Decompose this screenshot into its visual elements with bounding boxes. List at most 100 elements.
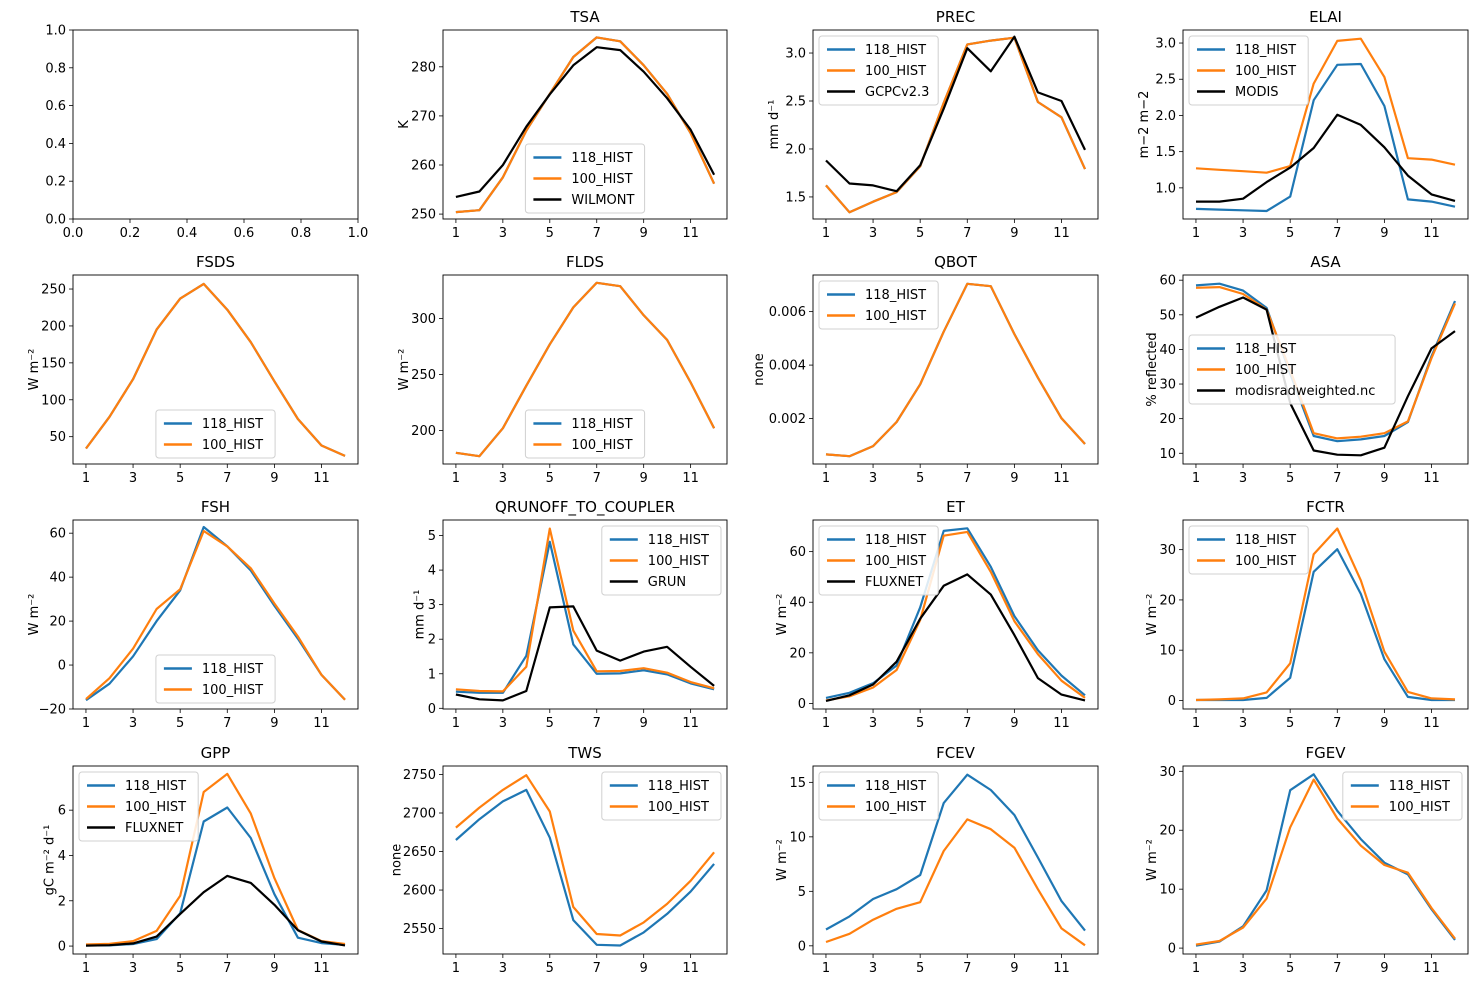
x-tick-label: 7 — [963, 471, 971, 486]
legend: 118_HIST 100_HIST FLUXNET — [78, 771, 199, 842]
legend-box — [601, 771, 722, 821]
legend-entry: 118_HIST — [125, 779, 186, 794]
axes-frame — [1182, 519, 1469, 710]
x-tick-label: 9 — [270, 961, 278, 976]
x-tick-label: 11 — [1053, 226, 1070, 241]
y-tick-label: 250 — [411, 368, 436, 383]
x-tick-label: 5 — [916, 226, 924, 241]
legend-entry: 118_HIST — [865, 533, 926, 548]
y-tick-label: 40 — [789, 596, 806, 611]
x-tick-label: 11 — [1423, 961, 1440, 976]
subplot-tws: TWS 1 3 5 7 9 11 2550 2600 2650 2700 2750 none 118_HI… — [390, 744, 728, 976]
legend: 118_HIST 100_HIST — [155, 654, 276, 704]
x-tick-label: 0.0 — [63, 226, 84, 241]
y-tick-label: −20 — [39, 703, 66, 718]
legend-entry: 100_HIST — [865, 309, 926, 324]
legend-entry: 100_HIST — [1235, 64, 1296, 79]
x-tick-label: 3 — [869, 471, 877, 486]
legend-entry: 100_HIST — [865, 64, 926, 79]
series-line-100-hist — [1195, 286, 1457, 440]
legend-entry: 100_HIST — [648, 554, 709, 569]
x-tick-label: 5 — [1286, 226, 1294, 241]
legend: 118_HIST 100_HIST — [1188, 525, 1309, 575]
axes-frame — [442, 274, 728, 465]
y-tick-label: 2 — [428, 633, 436, 648]
subplot-empty: 0.0 0.2 0.4 0.6 0.8 1.0 0.0 0.2 0.4 0.6 0.8 1.0 — [45, 24, 368, 242]
series-line-fluxnet — [825, 573, 1086, 702]
series-line-100-hist — [1195, 778, 1456, 946]
y-tick-label: 1.5 — [1155, 145, 1176, 160]
series-line-118-hist — [1195, 62, 1456, 213]
y-tick-label: 2.0 — [1155, 109, 1176, 124]
x-tick-label: 11 — [1053, 716, 1070, 731]
x-tick-label: 3 — [499, 226, 507, 241]
y-tick-label: 20 — [1159, 593, 1176, 608]
x-tick-label: 5 — [916, 471, 924, 486]
y-tick-label: 60 — [1159, 274, 1176, 289]
subplot-title: FCEV — [936, 744, 976, 762]
x-tick-label: 1 — [1192, 961, 1200, 976]
y-tick-label: 10 — [1159, 447, 1176, 462]
subplot-gpp: GPP 1 3 5 7 9 11 0 2 4 6gC m⁻² d⁻¹ 118_HIST 100_HIST… — [42, 744, 359, 976]
legend-box — [155, 409, 276, 459]
y-axis-label: m−2 m−2 — [1137, 91, 1152, 159]
x-tick-label: 11 — [1053, 961, 1070, 976]
series-line-118-hist — [455, 788, 715, 947]
y-tick-label: 1.0 — [45, 24, 66, 39]
y-tick-label: 1.0 — [1155, 181, 1176, 196]
x-tick-label: 1 — [82, 716, 90, 731]
y-tick-label: 20 — [1159, 412, 1176, 427]
legend-entry: 100_HIST — [202, 438, 263, 453]
x-tick-label: 11 — [682, 716, 699, 731]
y-tick-label: 270 — [411, 109, 436, 124]
x-tick-label: 7 — [963, 961, 971, 976]
x-tick-label: 5 — [546, 716, 554, 731]
y-tick-label: 50 — [1159, 308, 1176, 323]
y-tick-label: 6 — [58, 804, 66, 819]
y-tick-label: 10 — [789, 830, 806, 845]
legend-entry: 100_HIST — [648, 800, 709, 815]
axes-frame — [72, 519, 359, 710]
x-tick-label: 5 — [546, 471, 554, 486]
y-tick-label: 0.2 — [45, 175, 66, 190]
y-tick-label: 200 — [41, 319, 66, 334]
axes-frame — [72, 274, 359, 465]
subplot-title: ASA — [1310, 253, 1341, 271]
axes-frame — [812, 519, 1099, 710]
subplot-qbot: QBOT 1 3 5 7 9 11 0.002 0.004 0.006 none 118_HIST 10… — [752, 253, 1099, 486]
axes-frame — [442, 29, 728, 220]
x-tick-label: 1 — [1192, 226, 1200, 241]
x-tick-label: 5 — [176, 961, 184, 976]
legend: 118_HIST 100_HIST modisradweighted.nc — [1188, 334, 1396, 405]
x-tick-label: 7 — [1333, 716, 1341, 731]
legend-entry: 118_HIST — [571, 151, 632, 166]
legend-entry: 100_HIST — [865, 800, 926, 815]
subplot-title: FGEV — [1306, 744, 1347, 762]
legend: 118_HIST 100_HIST — [155, 409, 276, 459]
axes-frame — [1182, 274, 1469, 465]
x-tick-label: 0.6 — [234, 226, 255, 241]
x-tick-label: 3 — [1239, 226, 1247, 241]
y-tick-label: 1.5 — [785, 190, 806, 205]
axes-frame — [812, 765, 1099, 955]
x-tick-label: 7 — [593, 226, 601, 241]
y-tick-label: 0 — [58, 659, 66, 674]
legend-entry: WILMONT — [571, 193, 634, 208]
x-tick-label: 5 — [1286, 471, 1294, 486]
legend-entry: 100_HIST — [202, 683, 263, 698]
legend-entry: 118_HIST — [1235, 43, 1296, 58]
x-tick-label: 5 — [176, 471, 184, 486]
series-line-100-hist — [825, 36, 1087, 214]
y-tick-label: 260 — [411, 159, 436, 174]
x-tick-label: 1 — [1192, 716, 1200, 731]
y-tick-label: 30 — [1159, 765, 1176, 780]
x-tick-label: 9 — [640, 226, 648, 241]
series-line-118-hist — [825, 773, 1086, 932]
legend-box — [1342, 771, 1463, 821]
x-tick-label: 9 — [1380, 716, 1388, 731]
x-tick-label: 3 — [129, 471, 137, 486]
subplot-title: FSDS — [196, 253, 235, 271]
x-tick-label: 0.2 — [120, 226, 141, 241]
axes-frame — [72, 765, 359, 955]
x-tick-label: 7 — [1333, 961, 1341, 976]
